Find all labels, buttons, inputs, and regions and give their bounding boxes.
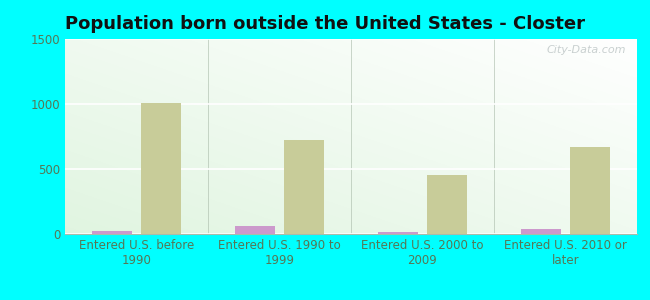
Bar (378, 232, 419, 234)
Bar (521, 230, 562, 234)
Text: City-Data.com: City-Data.com (546, 45, 625, 55)
Bar (569, 147, 610, 234)
Bar (92, 231, 133, 234)
Bar (426, 175, 467, 234)
Bar (235, 226, 276, 234)
Bar (140, 103, 181, 234)
Bar (283, 140, 324, 234)
Text: Population born outside the United States - Closter: Population born outside the United State… (65, 15, 585, 33)
